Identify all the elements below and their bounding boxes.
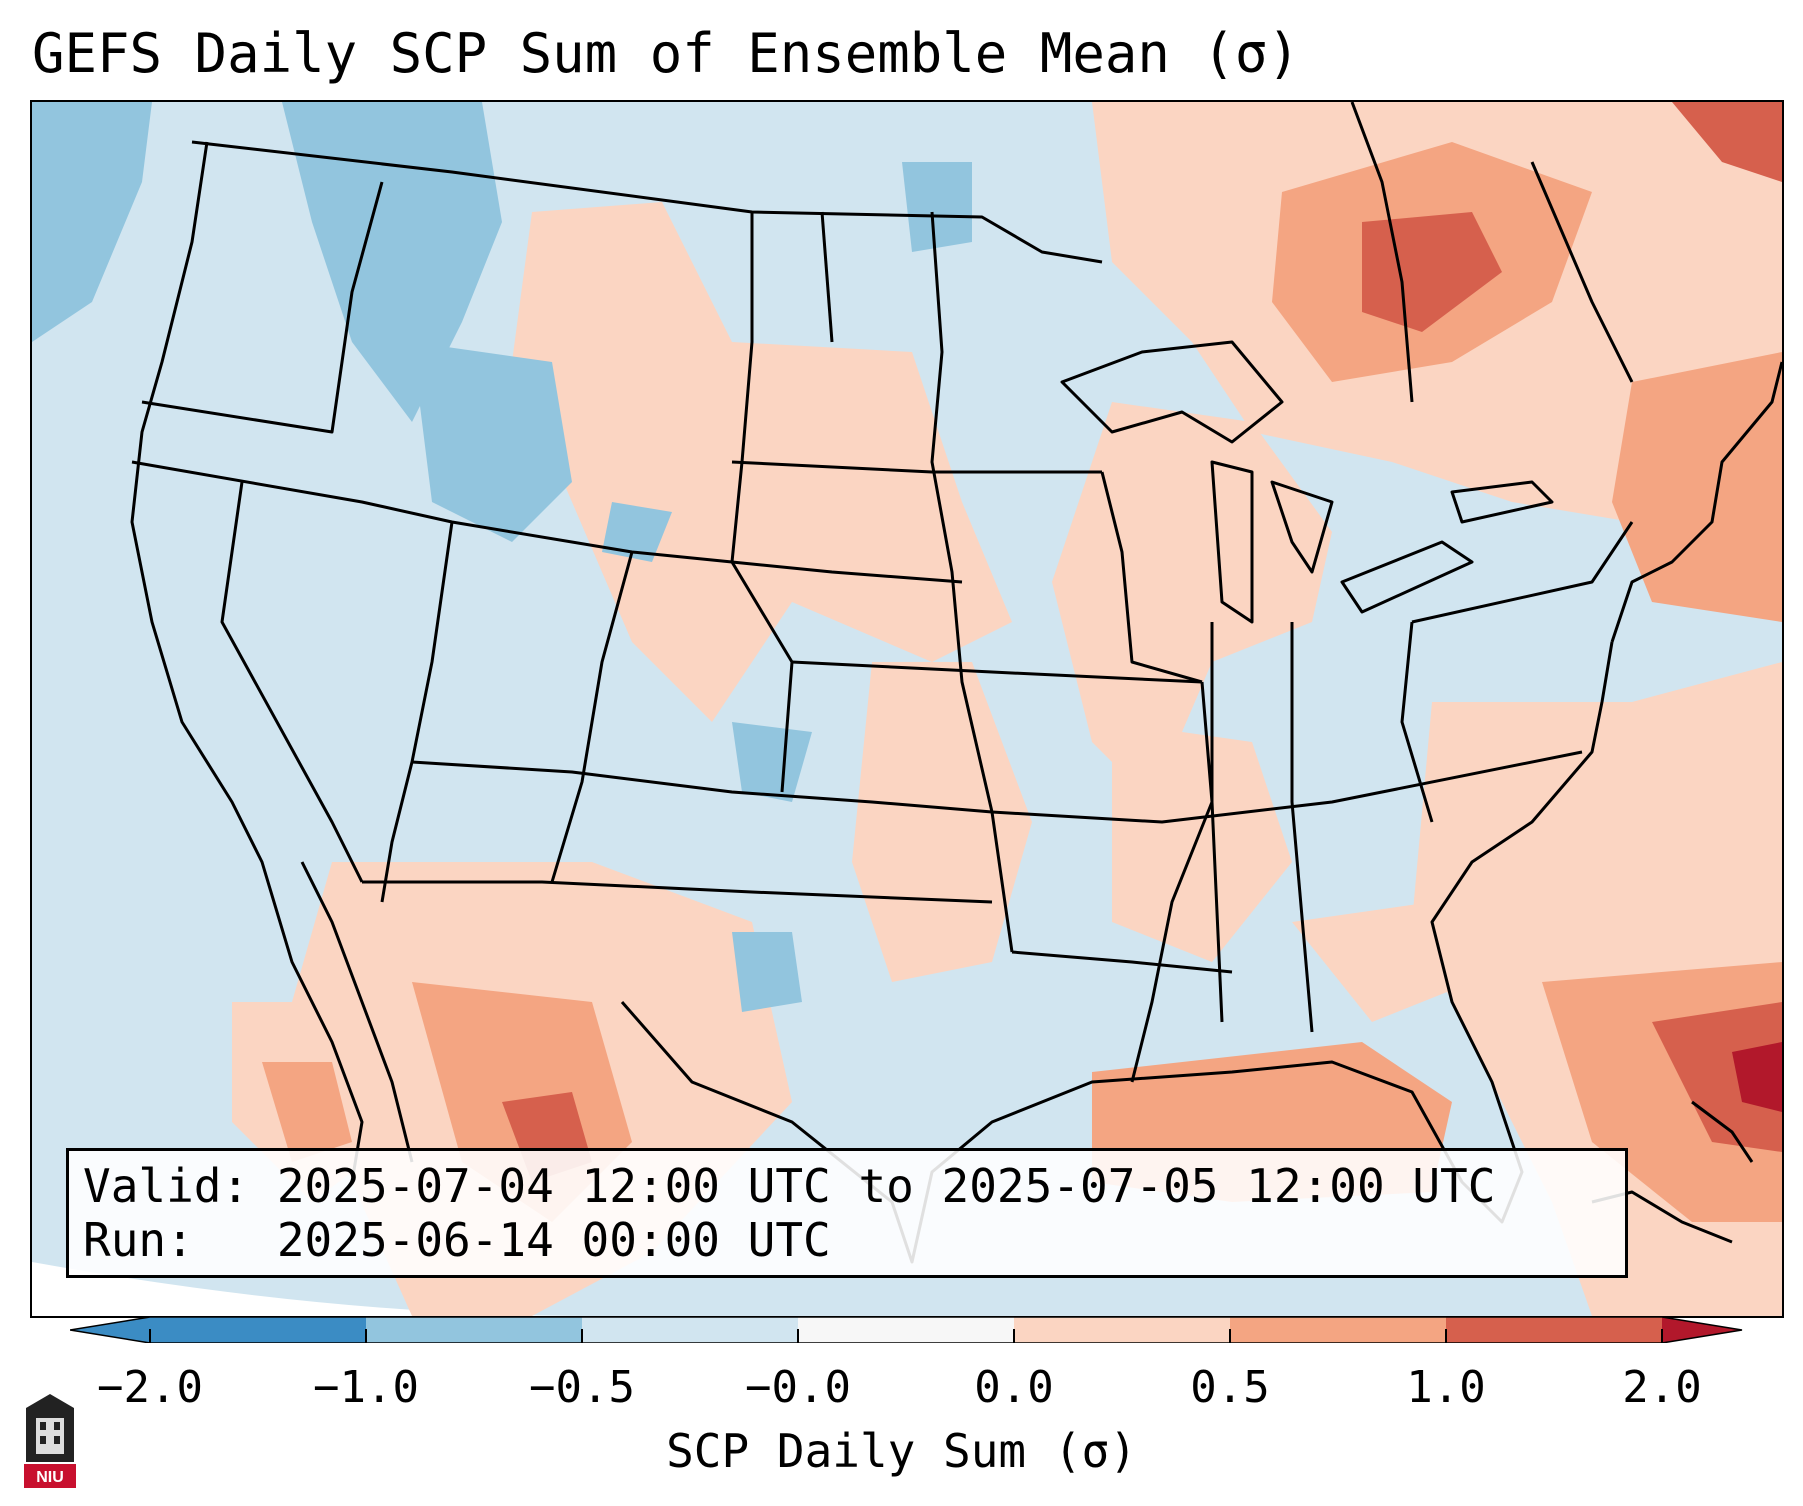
idaho-negative [412,342,572,542]
mississippi-river [1130,681,1214,1083]
canada-border [191,140,1103,264]
colorbar-label: SCP Daily Sum (σ) [666,1424,1137,1478]
state-borders [130,102,1782,1264]
colorbar-tick-label: 0.5 [1190,1362,1270,1413]
western-atlantic-strong [1652,1002,1782,1152]
carolinas-positive [1292,902,1472,1022]
new-mexico-negative [732,722,812,802]
baja-moderate [262,1062,352,1162]
sd-ne-line [731,460,1102,474]
north-dakota-negative [902,162,972,252]
lake-huron [1270,480,1334,574]
washington-oregon [141,181,384,434]
colorbar-bin-2 [366,1317,582,1343]
map-panel [30,100,1784,1318]
logo-text: NIU [36,1469,64,1486]
lake-erie [1340,540,1474,614]
colorbar-tick-label: −0.0 [745,1362,851,1413]
la-line [1011,950,1233,974]
indiana-line [1210,622,1224,1023]
negative-anomaly-regions [32,102,972,1012]
valid-time-text: Valid: 2025-07-04 12:00 UTC to 2025-07-0… [83,1159,1496,1213]
central-line [411,760,993,814]
lake-superior [1060,340,1284,444]
northwest-negative [282,102,502,422]
nevada-border [220,481,364,883]
colorbar-bin-3 [582,1317,798,1343]
alabama-line [1290,622,1314,1033]
ok-tn-line [991,750,1583,824]
ohio-line [1400,621,1434,823]
utah-east [550,551,634,883]
bahamas-outline [1691,1100,1754,1163]
new-england-coast [1610,361,1782,643]
pa-line [1411,521,1634,624]
dakota-line [820,211,834,343]
colorbar [70,1317,1743,1343]
ks-line [791,660,1203,684]
canada-province-line [1350,102,1414,403]
baja-peninsula [300,861,414,1163]
colorbar-bin-6 [1230,1317,1446,1343]
colorbar-bin-4 [798,1317,1014,1343]
run-time-text: Run: 2025-06-14 00:00 UTC [83,1213,831,1267]
northeast-coast-positive [1612,352,1782,622]
lake-ontario [1450,480,1554,524]
niu-logo-icon: NIU [24,1394,76,1488]
colorbar-bin-5 [1014,1317,1230,1343]
western-atlantic-extreme [1732,1042,1782,1112]
colorbar-tick-label: 1.0 [1406,1362,1486,1413]
iowa-east [1100,471,1203,684]
colorbar-tick-label: −0.5 [529,1362,635,1413]
colorbar-tick-label: −1.0 [313,1362,419,1413]
colorbar-tick-label: 0.0 [974,1362,1054,1413]
colorbar-extend-low [70,1317,150,1343]
ontario-strong [1362,212,1502,332]
colorbar-outline [70,1317,1743,1343]
west-coast [130,141,364,1183]
utah-negative [602,502,672,562]
map-title: GEFS Daily SCP Sum of Ensemble Mean (σ) [32,22,1300,85]
colorbar-tick-label: 2.0 [1622,1362,1702,1413]
great-lakes-positive [1052,402,1332,802]
colorbar-bin-1 [150,1317,366,1343]
four-corners-line [362,880,993,904]
valid-run-info-box: Valid: 2025-07-04 12:00 UTC to 2025-07-0… [66,1148,1628,1278]
map-canvas [32,102,1782,1316]
pacific-northwest-negative [32,102,152,342]
montana-east [730,212,794,793]
quebec-coast [1530,161,1634,383]
colorbar-bin-7 [1446,1317,1662,1343]
colorbar-tick-label: −2.0 [97,1362,203,1413]
projection-edge [32,1262,592,1316]
colorbar-extend-high [1662,1317,1742,1343]
texas-negative [732,932,802,1012]
quebec-strong [1672,102,1782,182]
colorbar-ticks [149,1329,1663,1343]
ohio-valley-positive [1112,722,1292,962]
lake-michigan [1210,460,1254,624]
